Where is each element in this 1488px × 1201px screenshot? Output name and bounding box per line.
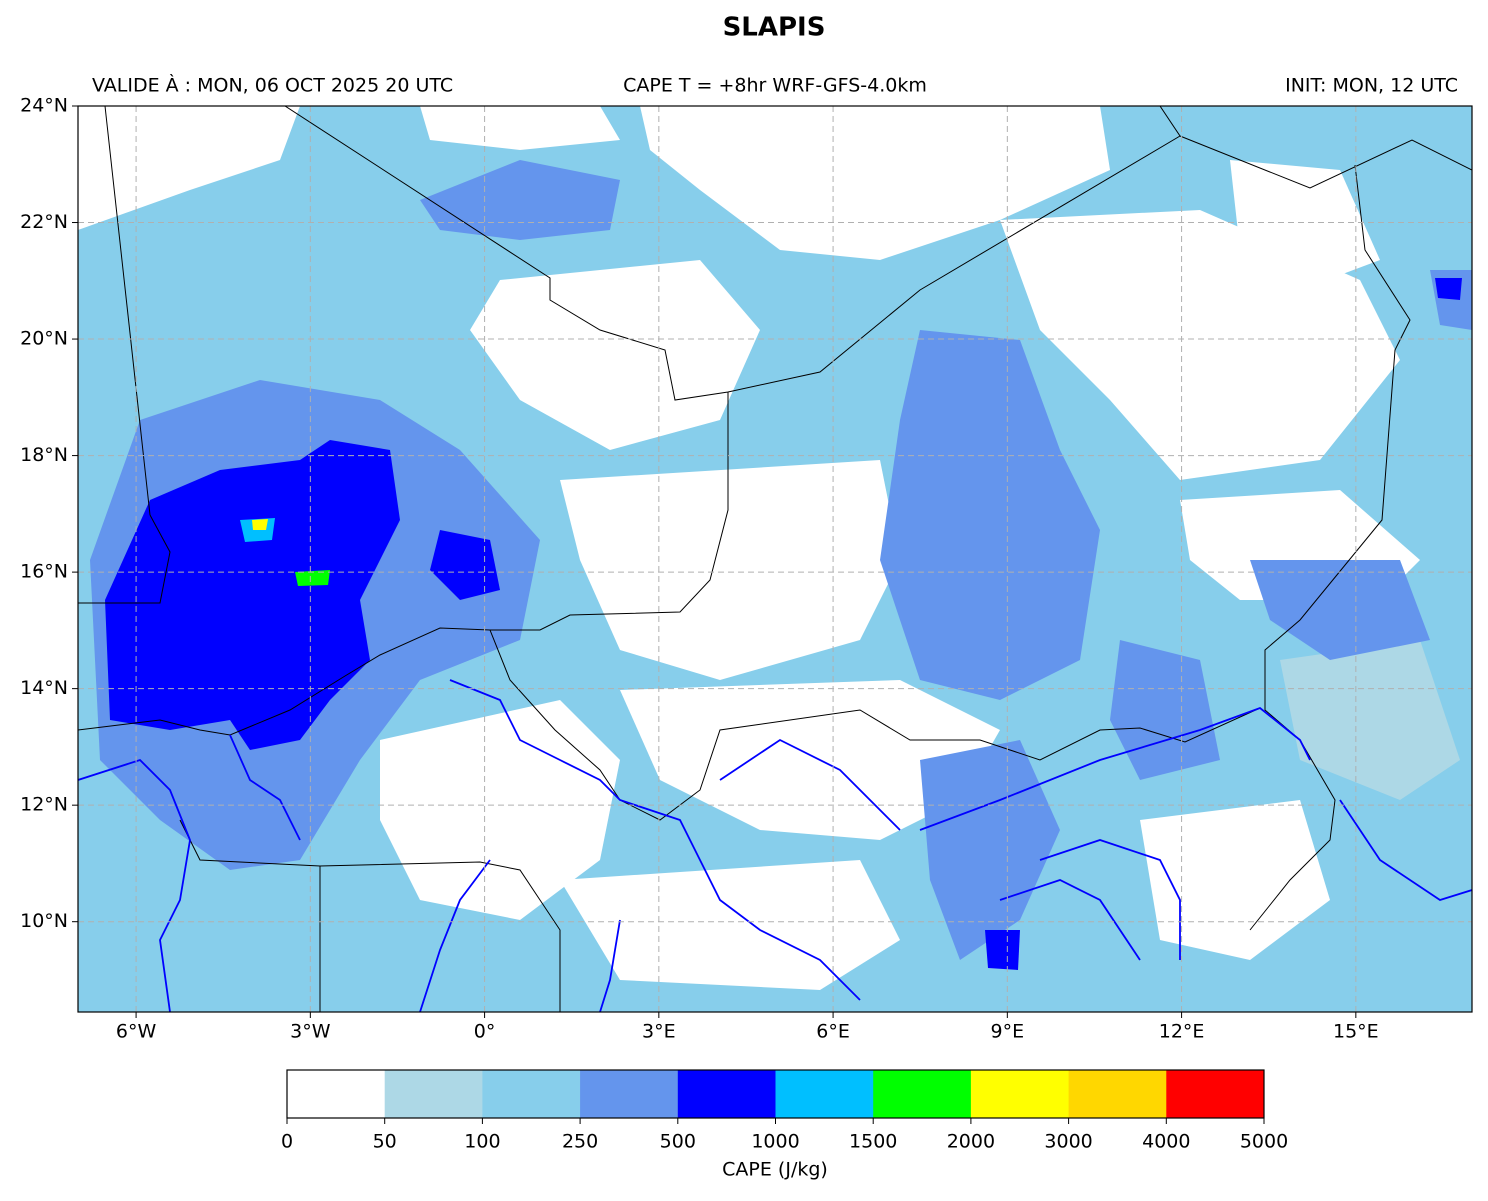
colorbar-tick-label: 500 bbox=[660, 1131, 696, 1153]
field-patch bbox=[1110, 640, 1220, 780]
lon-tick-label: 15°E bbox=[1333, 1021, 1379, 1043]
colorbar-tick-label: 100 bbox=[464, 1131, 500, 1153]
lon-tick-label: 6°E bbox=[816, 1021, 850, 1043]
field-patch bbox=[880, 330, 1100, 700]
valid-time: VALIDE À : MON, 06 OCT 2025 20 UTC bbox=[92, 74, 453, 97]
river bbox=[78, 679, 1472, 1012]
lat-tick-label: 16°N bbox=[20, 561, 68, 583]
colorbar-tick-label: 50 bbox=[373, 1131, 397, 1153]
field-patch bbox=[420, 106, 620, 150]
graticule: 6°W 3°W 0° 3°E 6°E 9°E 12°E 15°E 10°N 12°N 14°N 16°… bbox=[20, 95, 1472, 1043]
field-patch bbox=[470, 260, 760, 450]
lon-tick-label: 3°E bbox=[642, 1021, 676, 1043]
field-patch bbox=[420, 160, 620, 240]
init-time: INIT: MON, 12 UTC bbox=[1285, 75, 1458, 97]
field-patch bbox=[105, 440, 400, 750]
colorbar-segment bbox=[287, 1070, 386, 1118]
field-patch bbox=[1140, 800, 1330, 960]
colorbar-segment bbox=[677, 1070, 776, 1118]
colorbar-tick-label: 4000 bbox=[1142, 1131, 1190, 1153]
lat-tick-label: 20°N bbox=[20, 328, 68, 350]
lat-tick-label: 18°N bbox=[20, 444, 68, 466]
lon-tick-label: 3°W bbox=[290, 1021, 331, 1043]
field-patch bbox=[1250, 560, 1430, 660]
field-patch bbox=[640, 106, 1110, 260]
field-patch bbox=[1280, 640, 1460, 800]
colorbar-tick-label: 0 bbox=[281, 1131, 293, 1153]
colorbar-segment bbox=[1166, 1070, 1265, 1118]
colorbar-tick-label: 1000 bbox=[751, 1131, 799, 1153]
colorbar-tick-label: 2000 bbox=[947, 1131, 995, 1153]
lat-tick-label: 10°N bbox=[20, 910, 68, 932]
colorbar-segment bbox=[580, 1070, 679, 1118]
colorbar-segment bbox=[775, 1070, 874, 1118]
colorbar-segment bbox=[384, 1070, 483, 1118]
colorbar-label: CAPE (J/kg) bbox=[722, 1159, 828, 1181]
lon-tick-label: 9°E bbox=[991, 1021, 1025, 1043]
colorbar-tick-label: 1500 bbox=[849, 1131, 897, 1153]
title: SLAPIS bbox=[723, 13, 826, 43]
lat-tick-label: 24°N bbox=[20, 95, 68, 117]
lon-tick-label: 6°W bbox=[116, 1021, 157, 1043]
field-patch bbox=[560, 460, 900, 680]
lon-tick-label: 0° bbox=[474, 1021, 496, 1043]
field-patch bbox=[380, 700, 620, 920]
run-info: CAPE T = +8hr WRF-GFS-4.0km bbox=[623, 75, 927, 97]
field-patch bbox=[1435, 278, 1462, 300]
field-patch bbox=[252, 519, 268, 530]
field-patch bbox=[985, 930, 1020, 970]
lon-tick-label: 12°E bbox=[1159, 1021, 1205, 1043]
colorbar-tick-label: 250 bbox=[562, 1131, 598, 1153]
field-patch bbox=[430, 530, 500, 600]
map-frame bbox=[77, 105, 1473, 1013]
colorbar-tick-label: 5000 bbox=[1240, 1131, 1288, 1153]
colorbar-tick-label: 3000 bbox=[1044, 1131, 1092, 1153]
cape-field bbox=[78, 106, 1472, 1012]
field-patch bbox=[620, 680, 1000, 840]
field-patch bbox=[1000, 210, 1400, 480]
colorbar-segment bbox=[873, 1070, 972, 1118]
field-patch bbox=[295, 570, 330, 586]
colorbar-segment bbox=[482, 1070, 581, 1118]
lat-tick-label: 22°N bbox=[20, 211, 68, 233]
lat-tick-label: 14°N bbox=[20, 677, 68, 699]
colorbar-segment bbox=[970, 1070, 1070, 1118]
field-patch bbox=[920, 740, 1060, 960]
colorbar-segment bbox=[1068, 1070, 1167, 1118]
field-patch bbox=[78, 106, 300, 230]
lat-tick-label: 12°N bbox=[20, 794, 68, 816]
colorbar: 0 50 100 250 500 1000 1500 2000 3000 4000 5000 bbox=[281, 1069, 1288, 1153]
border bbox=[78, 106, 1472, 1012]
